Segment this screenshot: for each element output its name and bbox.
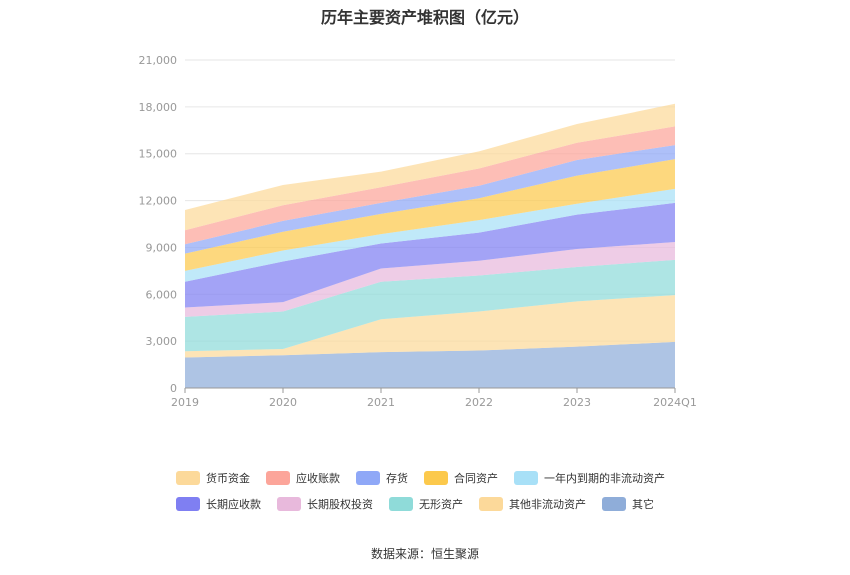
legend-item[interactable]: 其它 — [602, 496, 654, 512]
chart-title: 历年主要资产堆积图（亿元） — [320, 8, 529, 27]
legend-label: 合同资产 — [454, 472, 498, 485]
y-tick-label: 15,000 — [139, 148, 178, 161]
area-series — [185, 145, 675, 254]
x-tick-label: 2020 — [269, 396, 297, 409]
area-series — [185, 159, 675, 271]
area-series — [185, 259, 675, 352]
legend-item[interactable]: 长期股权投资 — [277, 496, 373, 512]
legend-label: 应收账款 — [296, 472, 340, 485]
legend-swatch — [424, 471, 448, 485]
legend-item[interactable]: 货币资金 — [176, 470, 250, 486]
area-series — [185, 295, 675, 358]
y-tick-label: 0 — [170, 382, 177, 395]
area-series — [185, 202, 675, 308]
legend-item[interactable]: 存货 — [356, 470, 408, 486]
x-tick-label: 2019 — [171, 396, 199, 409]
legend-swatch — [356, 471, 380, 485]
x-tick-label: 2024Q1 — [653, 396, 697, 409]
area-series — [185, 188, 675, 282]
area-series — [185, 241, 675, 317]
y-tick-label: 18,000 — [139, 101, 178, 114]
y-tick-label: 12,000 — [139, 195, 178, 208]
legend-item[interactable]: 无形资产 — [389, 496, 463, 512]
area-series — [185, 103, 675, 231]
legend-swatch — [266, 471, 290, 485]
legend-label: 货币资金 — [206, 472, 250, 485]
legend-label: 无形资产 — [419, 498, 463, 511]
x-tick-label: 2021 — [367, 396, 395, 409]
data-source: 数据来源：恒生聚源 — [370, 547, 479, 561]
legend-label: 存货 — [386, 472, 408, 485]
x-tick-label: 2022 — [465, 396, 493, 409]
legend-item[interactable]: 应收账款 — [266, 470, 340, 486]
legend-label: 长期应收款 — [206, 498, 261, 511]
y-tick-label: 3,000 — [146, 335, 178, 348]
legend-swatch — [176, 497, 200, 511]
area-series — [185, 341, 675, 388]
legend-item[interactable]: 合同资产 — [424, 470, 498, 486]
y-tick-label: 9,000 — [146, 241, 178, 254]
x-tick-label: 2023 — [563, 396, 591, 409]
legend-label: 长期股权投资 — [307, 498, 373, 511]
legend-label: 一年内到期的非流动资产 — [544, 472, 665, 485]
legend-swatch — [479, 497, 503, 511]
y-tick-label: 21,000 — [139, 54, 178, 67]
legend-swatch — [389, 497, 413, 511]
area-series — [185, 126, 675, 245]
legend-row: 货币资金 应收账款 存货 合同资产 一年内到期的非流动资产 — [176, 470, 736, 486]
y-tick-label: 6,000 — [146, 288, 178, 301]
legend-item[interactable]: 一年内到期的非流动资产 — [514, 470, 665, 486]
legend-swatch — [602, 497, 626, 511]
legend-item[interactable]: 长期应收款 — [176, 496, 261, 512]
legend-label: 其他非流动资产 — [509, 498, 586, 511]
legend-swatch — [514, 471, 538, 485]
legend-swatch — [176, 471, 200, 485]
legend-label: 其它 — [632, 498, 654, 511]
legend: 货币资金 应收账款 存货 合同资产 一年内到期的非流动资产长期应收款 长期股权投资 无形资产… — [176, 470, 736, 522]
legend-swatch — [277, 497, 301, 511]
legend-row: 长期应收款 长期股权投资 无形资产 其他非流动资产 其它 — [176, 496, 736, 512]
legend-item[interactable]: 其他非流动资产 — [479, 496, 586, 512]
